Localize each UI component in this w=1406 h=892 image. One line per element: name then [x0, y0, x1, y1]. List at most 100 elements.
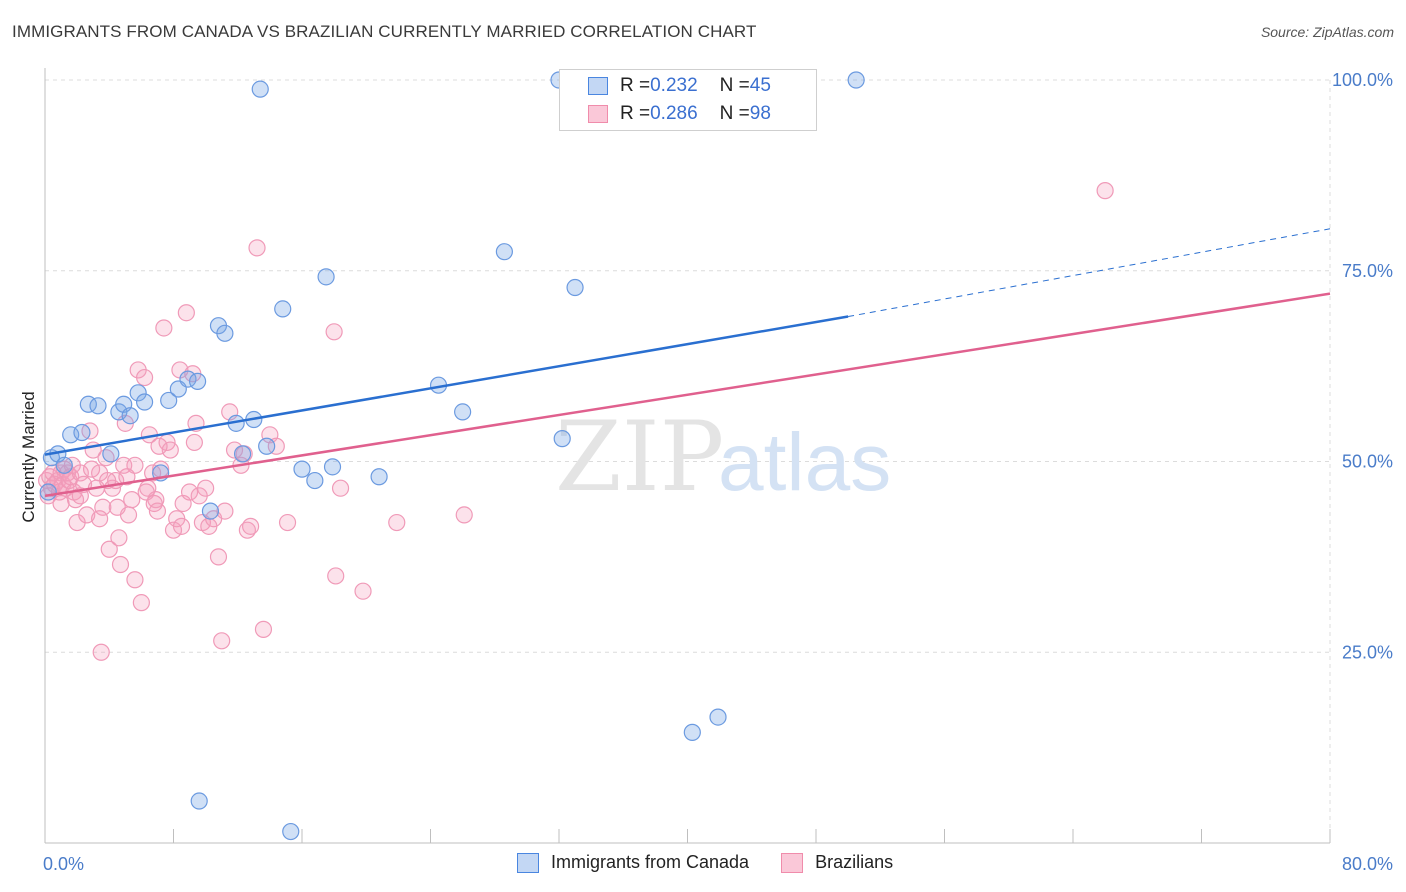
y-tick-label: 50.0% — [1342, 452, 1393, 472]
brazilian-point — [177, 304, 195, 322]
brazilian-point — [150, 437, 168, 455]
canada-point — [102, 445, 120, 463]
canada-point — [306, 471, 324, 490]
brazilian-point — [225, 441, 244, 459]
correlation-legend: R = 0.232 N = 45 R = 0.286 N = 98 — [559, 69, 817, 131]
canada-point — [709, 708, 727, 726]
brazilian-point — [145, 494, 163, 513]
watermark-atlas: atlas — [718, 417, 891, 508]
canada-point — [293, 460, 311, 478]
brazilian-point — [82, 460, 101, 478]
canada-point — [73, 423, 91, 442]
source-label: Source: ZipAtlas.com — [1260, 24, 1394, 40]
axes — [44, 68, 1331, 844]
canada-point — [216, 324, 234, 342]
brazilian-point — [52, 494, 70, 513]
canada-point — [89, 397, 107, 415]
legend-swatch-canada — [588, 77, 608, 95]
brazilian-point — [119, 506, 138, 524]
brazilian-point — [123, 491, 141, 509]
canada-point — [129, 384, 147, 402]
brazilian-point — [254, 620, 273, 638]
brazilian-point — [327, 567, 345, 585]
canada-point — [233, 445, 252, 463]
canada-point — [135, 393, 154, 411]
legend-item-brazilians[interactable]: Brazilians — [781, 852, 893, 873]
brazilian-point — [248, 239, 266, 257]
brazilian-point — [388, 513, 406, 532]
legend-swatch-canada — [517, 852, 539, 873]
canada-point — [323, 458, 342, 476]
series-legend: Immigrants from Canada Brazilians — [517, 852, 925, 873]
brazilian-point — [331, 479, 350, 497]
y-axis-label: Currently Married — [19, 391, 38, 522]
canada-point — [188, 372, 207, 390]
brazilian-point — [135, 368, 154, 387]
y-tick-label: 25.0% — [1342, 642, 1393, 662]
legend-item-canada[interactable]: Immigrants from Canada — [517, 852, 749, 873]
brazilian-point — [100, 540, 118, 558]
canada-point — [566, 278, 584, 297]
canada-trend-line — [44, 315, 849, 456]
brazilian-point — [267, 437, 285, 455]
brazilian-point — [1096, 182, 1114, 200]
brazilian-point — [118, 468, 136, 486]
brazilian-point — [455, 506, 473, 524]
legend-swatch-brazil — [588, 105, 608, 123]
canada-point — [160, 391, 178, 410]
brazilian-point — [132, 594, 150, 612]
legend-n-label: N = — [719, 103, 750, 124]
legend-r-value: 0.286 — [650, 103, 698, 124]
brazilian-point — [111, 555, 130, 574]
canada-point — [282, 822, 300, 841]
legend-r-label: R = — [620, 75, 651, 96]
brazilian-point — [209, 548, 228, 566]
canada-trend-extension — [848, 228, 1331, 318]
legend-row-canada: R = 0.232 N = 45 — [560, 73, 771, 99]
canada-point — [39, 483, 57, 501]
x-tick-label: 80.0% — [1342, 854, 1393, 874]
legend-label-canada: Immigrants from Canada — [551, 852, 750, 872]
canada-point — [251, 80, 269, 98]
y-tick-label: 100.0% — [1332, 70, 1393, 90]
canada-point — [683, 723, 701, 741]
brazilian-point — [213, 632, 231, 650]
brazilian-point — [78, 506, 96, 524]
trend-lines — [44, 228, 1331, 498]
brazilian-point — [242, 517, 260, 535]
brazilian-point — [92, 643, 110, 661]
canada-point — [274, 300, 292, 318]
canada-point — [55, 456, 73, 474]
canada-point — [317, 268, 335, 286]
tick-labels: 100.0% 75.0% 50.0% 25.0% 0.0% 80.0% — [43, 70, 1393, 874]
brazilian-point — [110, 529, 128, 547]
canada-point — [370, 468, 388, 486]
watermark-zip: ZIP — [555, 401, 724, 513]
legend-n-value: 98 — [749, 103, 771, 124]
canada-point — [495, 243, 513, 261]
brazilian-point — [354, 582, 372, 600]
brazilian-point — [197, 479, 215, 497]
canada-point — [553, 430, 571, 448]
legend-label-brazilians: Brazilians — [815, 852, 894, 872]
brazilian-point — [216, 502, 234, 520]
legend-n-value: 45 — [749, 75, 771, 96]
canada-point — [121, 407, 139, 425]
legend-n-label: N = — [719, 75, 750, 96]
canada-point — [190, 792, 208, 810]
brazilian-point — [180, 483, 199, 501]
brazilian-point — [161, 441, 179, 459]
brazilian-point — [91, 510, 109, 528]
y-tick-label: 75.0% — [1342, 261, 1393, 281]
brazilian-point — [155, 319, 173, 337]
brazilian-point — [172, 517, 191, 535]
chart-title: IMMIGRANTS FROM CANADA VS BRAZILIAN CURR… — [12, 22, 757, 41]
canada-point — [258, 437, 276, 455]
watermark: ZIP atlas — [555, 401, 891, 513]
canada-point — [454, 403, 472, 421]
brazilian-point — [325, 323, 343, 341]
legend-row-brazil: R = 0.286 N = 98 — [560, 101, 771, 127]
brazilians-trend-line — [44, 292, 1331, 498]
brazilian-point — [185, 433, 203, 452]
